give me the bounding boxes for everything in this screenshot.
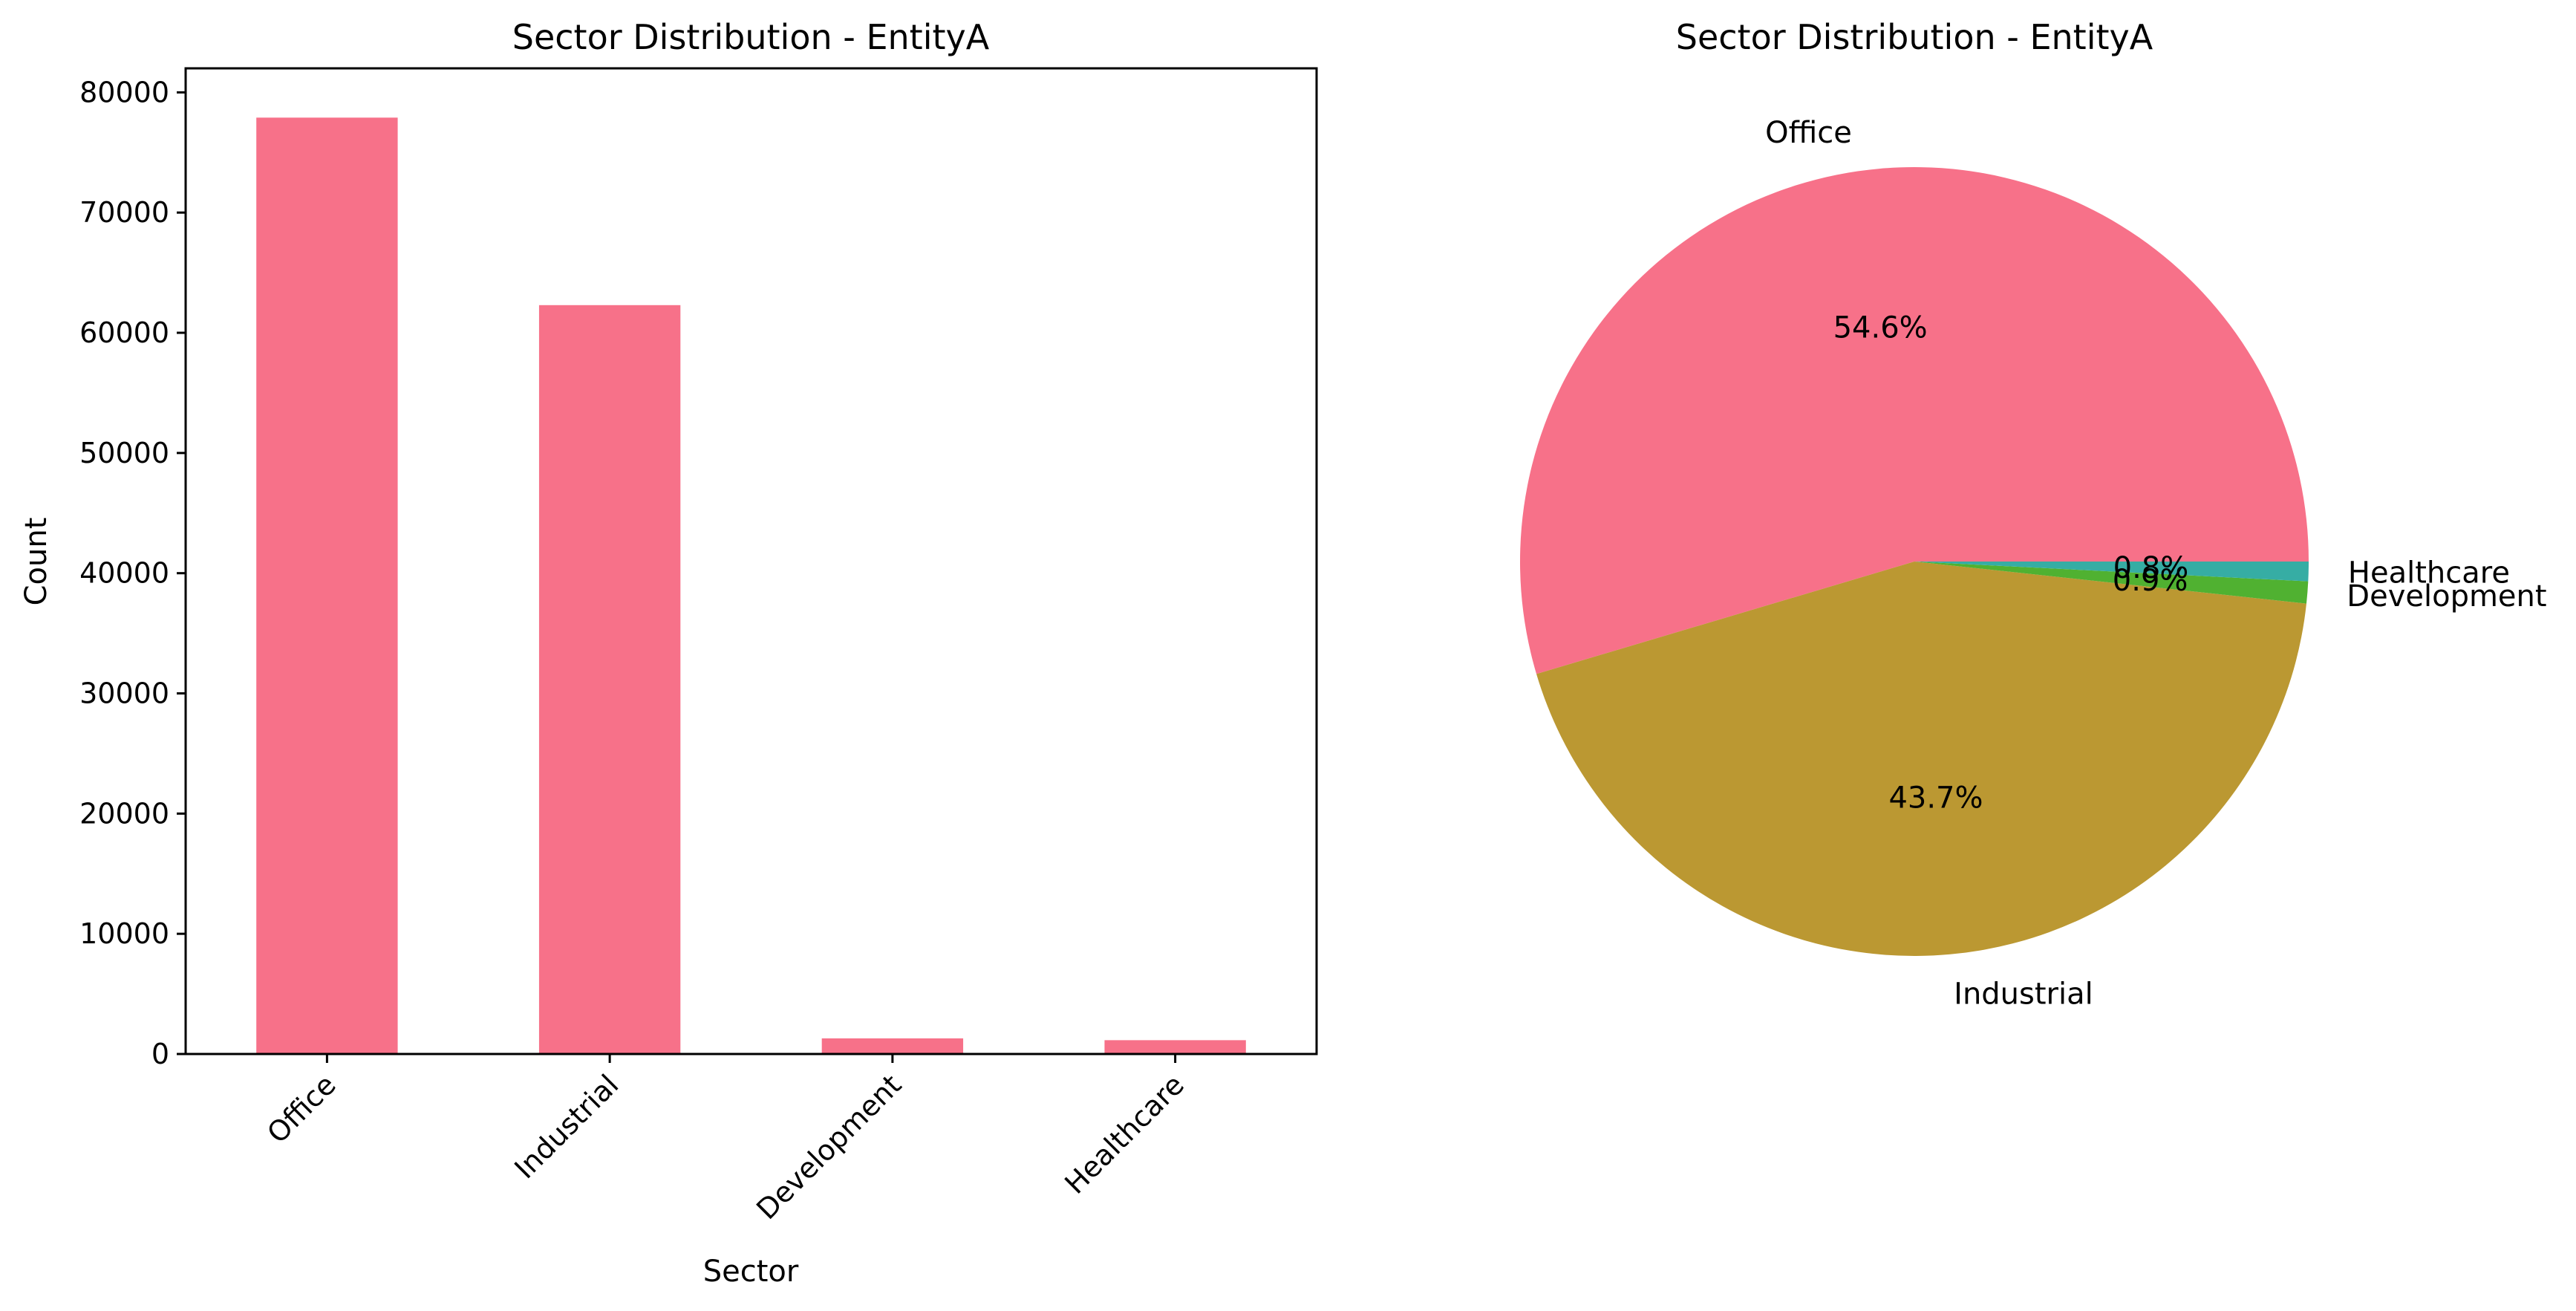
pie-percent-label: 0.8% [2113, 551, 2189, 585]
y-tick-label: 40000 [79, 557, 169, 590]
pie-chart-panel: Sector Distribution - EntityA Office 54.6… [1519, 17, 2547, 1012]
pie-label: Industrial [1954, 977, 2093, 1012]
pie-percent-label: 54.6% [1833, 311, 1928, 345]
bar-y-ticks: 0 10000 20000 30000 40000 50000 60000 70000 8000… [79, 76, 186, 1070]
pie-slice-industrial [1536, 562, 2306, 956]
pie-chart-title: Sector Distribution - EntityA [1676, 17, 2153, 57]
bar-chart-title: Sector Distribution - EntityA [512, 17, 990, 57]
bar-plot-frame [184, 67, 1318, 1055]
pie-slices [1519, 167, 2309, 956]
pie-slice-development [1914, 562, 2309, 604]
y-tick-label: 50000 [79, 437, 169, 469]
bar-development [821, 1038, 964, 1054]
bar-series [256, 117, 1246, 1055]
pie-label: Development [2347, 579, 2546, 614]
bar-industrial [538, 305, 681, 1054]
pie-label: Healthcare [2348, 556, 2510, 591]
y-tick-label: 60000 [79, 316, 169, 349]
pie-slice-office [1519, 167, 2309, 674]
y-tick-label: 10000 [79, 917, 169, 950]
pie-percent-label: 0.9% [2113, 564, 2188, 598]
bar-chart-panel: Sector Distribution - EntityA 0 10000 2000… [19, 17, 1318, 1289]
bar-office [256, 117, 398, 1055]
y-tick-label: 70000 [79, 196, 169, 229]
bar-healthcare [1104, 1040, 1246, 1054]
y-tick-label: 30000 [79, 677, 169, 710]
y-tick-label: 0 [151, 1038, 169, 1070]
bar-x-axis-label: Sector [703, 1255, 799, 1289]
y-tick-label: 20000 [79, 797, 169, 830]
bar-y-axis-label: Count [19, 518, 53, 606]
pie-percent-label: 43.7% [1888, 781, 1983, 815]
pie-slice-healthcare [1914, 562, 2309, 582]
y-tick-label: 80000 [79, 76, 169, 108]
pie-labels: Office 54.6% Industrial 43.7% Development 0.9… [1765, 116, 2546, 1012]
pie-label: Office [1765, 116, 1852, 150]
